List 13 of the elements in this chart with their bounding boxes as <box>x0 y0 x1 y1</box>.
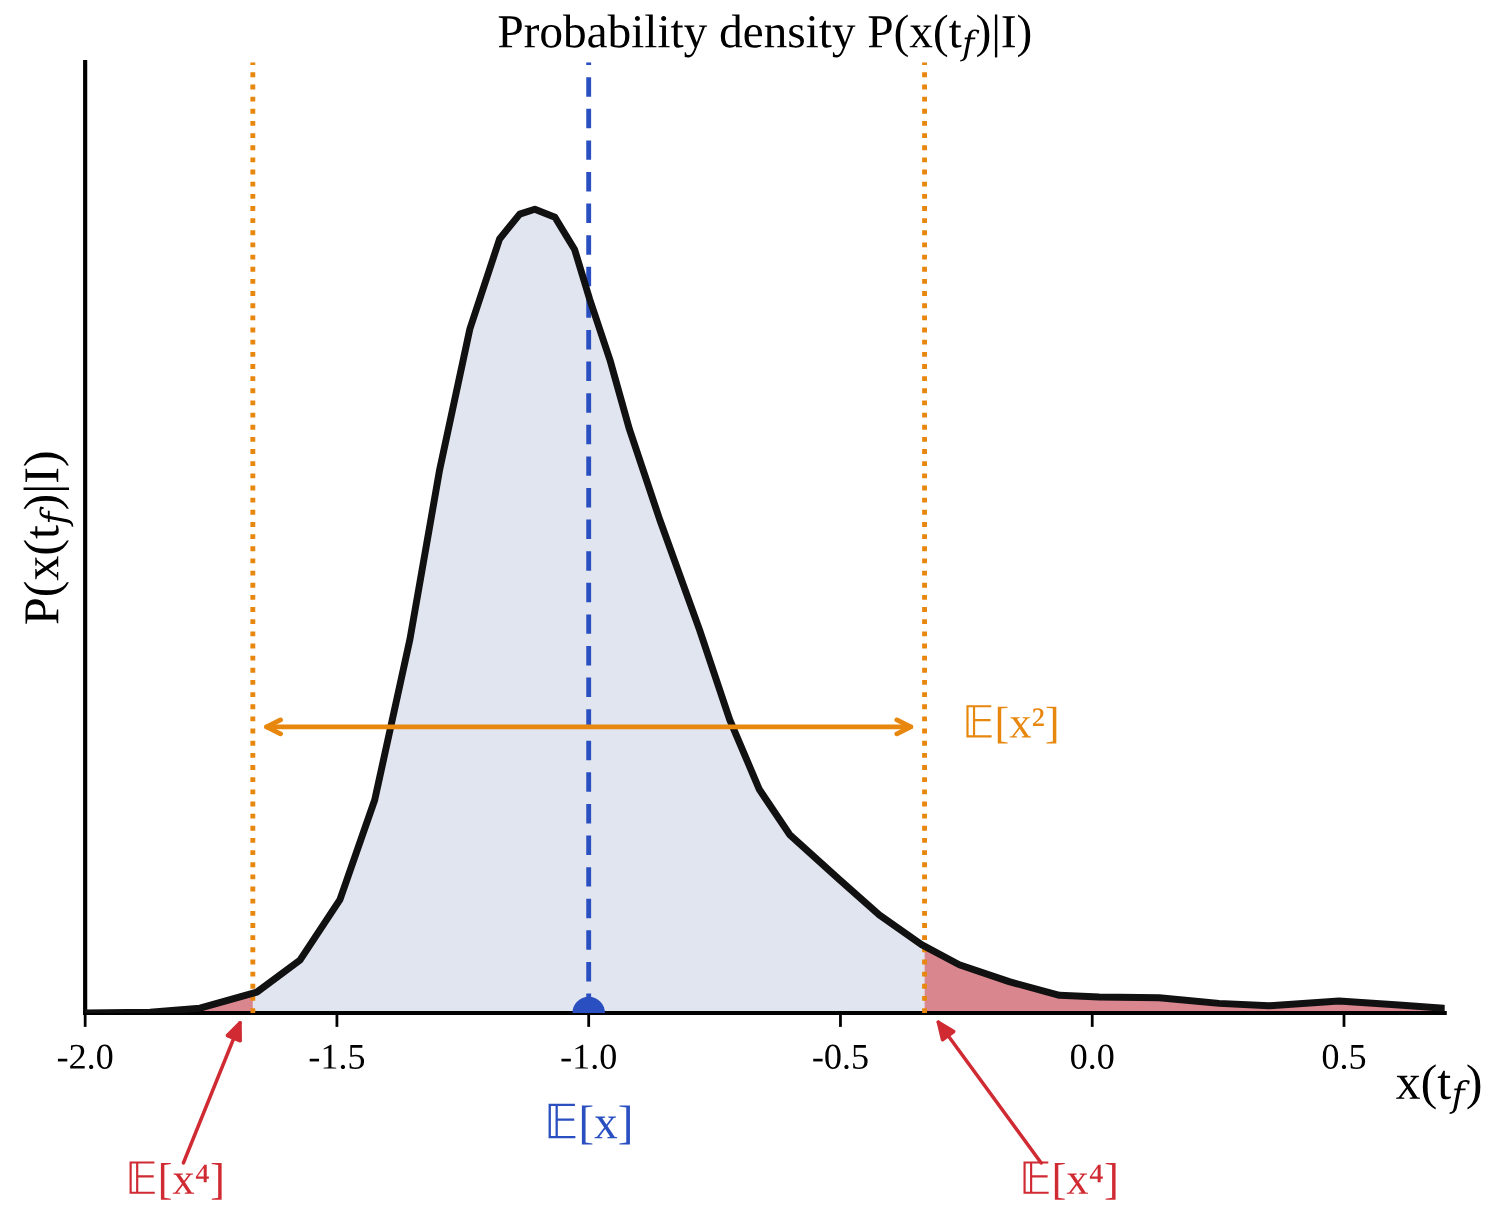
y-axis-title: P(x(t$_{f}$)|I) <box>23 452 74 624</box>
x-tick-label: -1.5 <box>309 1044 365 1070</box>
annotation: 𝔼[x²] <box>966 705 1057 744</box>
chart-title: Probability density P(x(t$_{f}$)|I) <box>498 14 1031 62</box>
text: 𝔼[x⁴] <box>1023 1161 1116 1200</box>
x-axis-title: x(t$_{f}$) <box>1396 1064 1481 1114</box>
ref-line-label: 𝔼[x] <box>548 1103 630 1145</box>
text: 𝔼[x⁴] <box>129 1161 222 1200</box>
x-tick-label: -2.0 <box>57 1044 113 1070</box>
x-tick-label: 0.0 <box>1071 1044 1114 1070</box>
x-tick-label: -1.0 <box>561 1044 616 1070</box>
x-tick-label: -0.5 <box>813 1044 868 1070</box>
x-tick-label: 0.5 <box>1322 1044 1366 1070</box>
